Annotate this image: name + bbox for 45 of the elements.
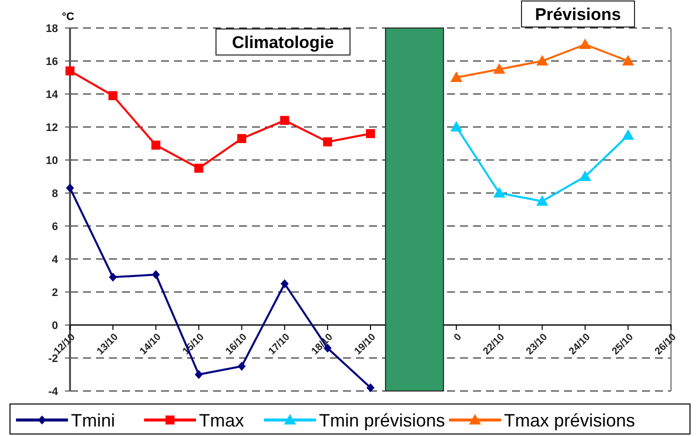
point: [194, 370, 203, 379]
point: [66, 184, 74, 193]
y-axis-title: °C: [62, 11, 74, 23]
y-tick-label: 8: [52, 188, 58, 200]
y-tick-label: 2: [52, 286, 58, 299]
point: [579, 170, 592, 181]
point: [151, 140, 160, 150]
point: [622, 129, 634, 140]
point: [152, 270, 160, 280]
point: [280, 279, 289, 288]
point: [536, 195, 548, 206]
point: [450, 72, 462, 82]
legend-label: Tmin prévisions: [319, 410, 446, 430]
y-tick-label: 14: [46, 88, 59, 101]
y-tick-label: 6: [52, 220, 58, 233]
point: [366, 129, 375, 138]
legend-label: Tmax prévisions: [504, 410, 636, 430]
point: [237, 134, 246, 144]
point: [194, 164, 204, 173]
annotation: Climatologie: [232, 32, 334, 52]
point: [493, 63, 506, 74]
y-tick-label: 0: [52, 320, 58, 332]
point: [366, 383, 374, 392]
point: [622, 55, 634, 66]
point: [108, 272, 117, 282]
y-tick-label: 16: [46, 56, 58, 68]
point: [108, 91, 118, 100]
y-tick-label: 18: [46, 22, 58, 35]
point: [280, 116, 290, 125]
legend-label: Tmini: [71, 410, 115, 430]
y-tick-label: 4: [52, 254, 59, 266]
point: [66, 66, 74, 76]
text: Prévisions: [535, 4, 621, 24]
legend-label: Tmax: [199, 410, 244, 430]
point: [579, 38, 592, 49]
y-tick-label: 12: [46, 122, 58, 134]
point: [238, 362, 246, 371]
y-tick-label: -4: [48, 386, 59, 398]
point: [536, 55, 548, 66]
point: [450, 121, 462, 132]
y-tick-label: 10: [46, 154, 58, 167]
y-tick-label: -2: [48, 352, 58, 365]
point: [493, 187, 506, 198]
x-tick-label: 0: [452, 332, 464, 344]
point: [323, 137, 332, 146]
